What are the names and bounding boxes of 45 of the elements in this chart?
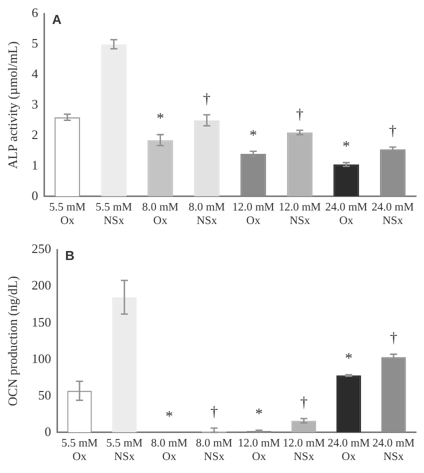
annotation: * — [166, 408, 174, 425]
x-tick-label: 24.0 mM Ox — [328, 437, 370, 464]
y-axis-title: ALP activity (µmol/mL) — [5, 41, 20, 169]
annotation: † — [296, 106, 304, 123]
x-tick-label: 24.0 mM NSx — [372, 437, 415, 464]
annotation: † — [210, 404, 218, 420]
y-tick-label: 0 — [44, 424, 52, 439]
x-tick-label: 5.5 mM NSx — [106, 437, 143, 464]
x-tick-label: 8.0 mM Ox — [142, 201, 179, 228]
annotation: A — [52, 12, 62, 27]
x-tick-label: 8.0 mM NSx — [196, 437, 232, 464]
y-axis-title: OCN production (ng/dL) — [5, 276, 20, 406]
y-tick-label: 1 — [32, 157, 38, 172]
y-tick-label: 0 — [32, 188, 38, 203]
x-tick-label: 8.0 mM Ox — [151, 437, 188, 464]
y-tick-label: 50 — [38, 387, 52, 402]
annotation: * — [344, 351, 352, 368]
y-tick-label: 100 — [32, 350, 52, 366]
y-tick-label: 2 — [32, 126, 38, 142]
y-tick-label: 3 — [32, 96, 38, 112]
y-tick-label: 200 — [32, 278, 52, 293]
x-tick-label: 12.0 mM Ox — [238, 437, 280, 464]
annotation: * — [156, 111, 164, 128]
x-tick-label: 5.5 mM Ox — [49, 201, 86, 228]
annotation: † — [300, 394, 308, 411]
x-tick-label: 12.0 mM NSx — [278, 201, 321, 228]
annotation: † — [203, 91, 212, 108]
x-tick-label: 5.5 mM NSx — [96, 201, 132, 228]
y-tick-label: 5 — [32, 36, 38, 51]
x-tick-label: 5.5 mM Ox — [61, 437, 98, 464]
annotation: B — [65, 248, 74, 263]
x-tick-label: 12.0 mM NSx — [282, 437, 325, 464]
x-tick-label: 12.0 mM Ox — [232, 201, 274, 228]
x-tick-label: 24.0 mM NSx — [372, 201, 414, 228]
y-tick-label: 6 — [32, 5, 39, 20]
y-tick-label: 150 — [32, 314, 52, 330]
y-tick-label: 250 — [32, 241, 52, 256]
annotation: * — [255, 406, 263, 423]
x-tick-label: 8.0 mM NSx — [188, 201, 226, 228]
annotation: * — [342, 139, 350, 156]
annotation: * — [250, 128, 258, 144]
annotation: † — [389, 124, 398, 140]
x-tick-label: 24.0 mM Ox — [325, 201, 368, 228]
annotation: † — [390, 330, 398, 347]
y-tick-label: 4 — [32, 66, 39, 82]
